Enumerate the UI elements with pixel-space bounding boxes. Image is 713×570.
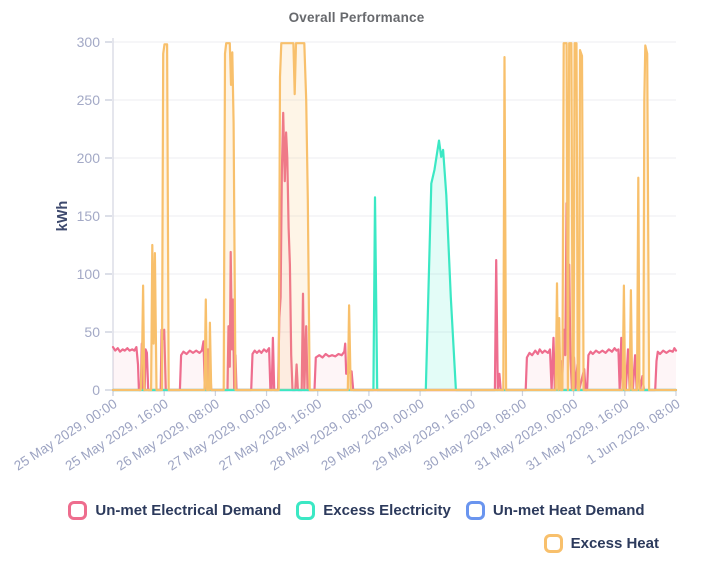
legend-row-2: Excess Heat — [0, 530, 713, 556]
y-tick-label: 300 — [77, 34, 101, 50]
legend-item-excess-heat[interactable]: Excess Heat — [543, 533, 659, 553]
series-area-excess-heat — [113, 43, 676, 390]
y-tick-label: 150 — [77, 208, 101, 224]
legend-label: Excess Heat — [570, 534, 659, 552]
y-tick-label: 250 — [77, 92, 101, 108]
legend-swatch-un-met-heat-demand — [465, 500, 485, 520]
chart-title: Overall Performance — [288, 10, 425, 25]
legend-item-excess-electricity[interactable]: Excess Electricity — [296, 500, 451, 520]
legend-swatch-excess-electricity — [296, 500, 316, 520]
chart-legend: Un-met Electrical Demand Excess Electrici… — [0, 497, 713, 556]
legend-item-un-met-electrical-demand[interactable]: Un-met Electrical Demand — [68, 500, 282, 520]
series-line-excess-heat — [111, 42, 678, 392]
series-area-un-met-electrical-demand — [113, 112, 676, 391]
legend-swatch-excess-heat — [543, 533, 563, 553]
x-tick-label: 1 Jun 2029, 08:00 — [584, 396, 683, 467]
series-line-excess-electricity — [111, 139, 678, 392]
series-line-un-met-electrical-demand — [111, 111, 678, 392]
y-tick-label: 200 — [77, 150, 101, 166]
legend-item-un-met-heat-demand[interactable]: Un-met Heat Demand — [465, 500, 645, 520]
y-tick-label: 100 — [77, 266, 101, 282]
y-tick-label: 50 — [84, 324, 100, 340]
legend-swatch-un-met-electrical-demand — [68, 500, 88, 520]
legend-label: Un-met Electrical Demand — [95, 501, 282, 519]
legend-label: Excess Electricity — [323, 501, 451, 519]
legend-row-1: Un-met Electrical Demand Excess Electrici… — [0, 497, 713, 523]
y-tick-label: 0 — [92, 382, 100, 398]
legend-label: Un-met Heat Demand — [492, 501, 645, 519]
y-axis-title: kWh — [55, 201, 71, 232]
